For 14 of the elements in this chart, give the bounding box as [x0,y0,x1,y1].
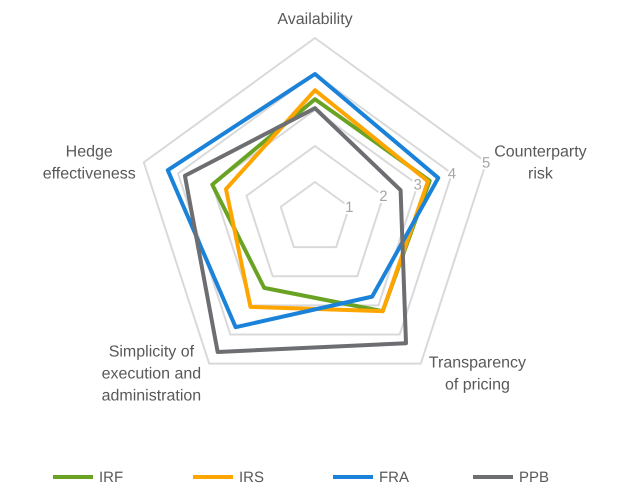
y-tick-label: 3 [414,176,422,194]
y-tick-label: 5 [482,154,490,172]
legend-label: PPB [519,469,550,486]
spoke-label: Availability [277,11,353,28]
spoke-label: Simplicity of execution and administration [102,344,202,405]
y-tick-label: 2 [379,188,388,205]
legend-label: IRF [99,469,124,486]
y-tick-label: 1 [345,198,354,216]
spoke-label: Hedge effectiveness [42,143,136,182]
spoke-label: Counterparty risk [494,143,587,182]
legend-label: FRA [379,469,409,486]
legend-label: IRS [239,469,264,486]
y-tick-label: 4 [448,166,456,182]
spoke-label: Transparency of pricing [428,354,526,394]
